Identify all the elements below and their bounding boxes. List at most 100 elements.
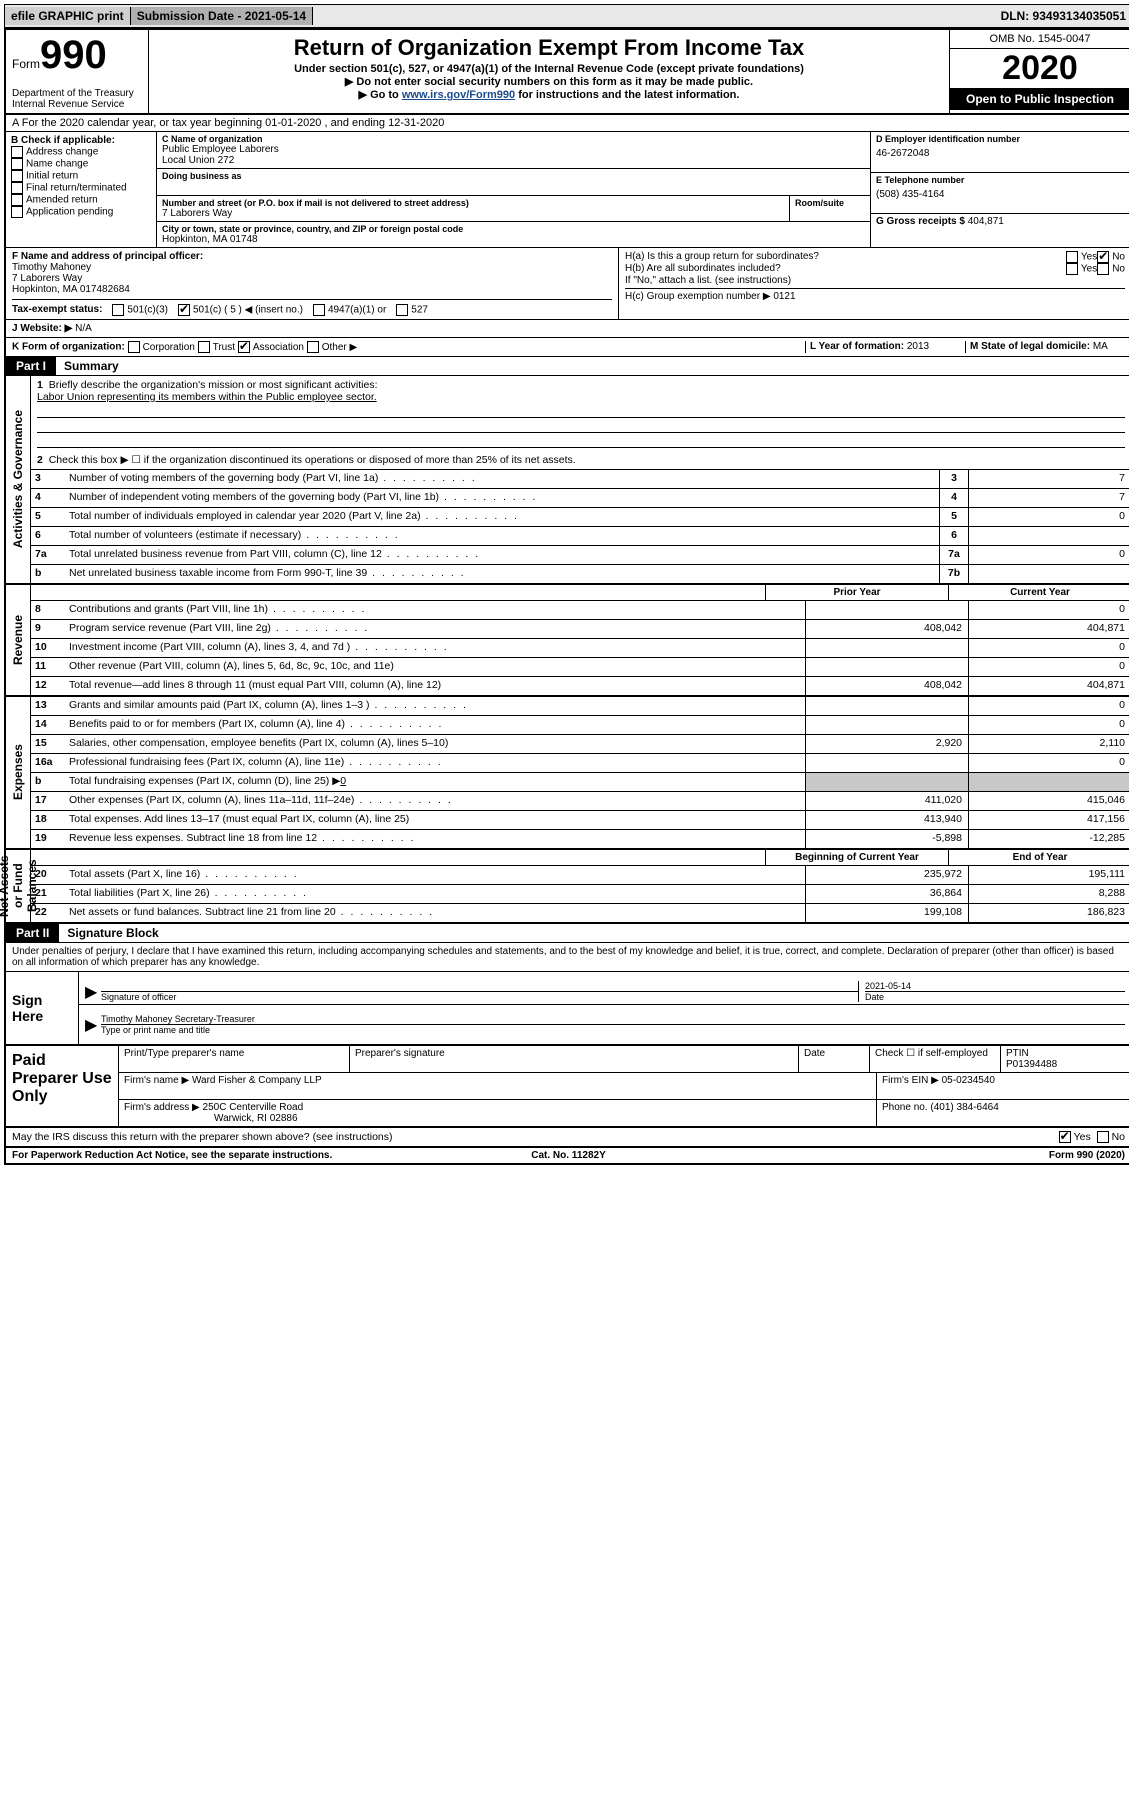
ptin: P01394488 bbox=[1006, 1059, 1126, 1070]
discuss-row: May the IRS discuss this return with the… bbox=[6, 1128, 1129, 1148]
sign-date: 2021-05-14 bbox=[865, 981, 1125, 991]
dba bbox=[162, 181, 865, 193]
page-title: Return of Organization Exempt From Incom… bbox=[155, 35, 943, 61]
part-2-header: Part II Signature Block bbox=[6, 924, 1129, 943]
val-9p: 408,042 bbox=[805, 620, 968, 638]
chk-discuss-no[interactable]: No bbox=[1097, 1131, 1125, 1143]
section-revenue: Revenue Prior YearCurrent Year 8Contribu… bbox=[6, 585, 1129, 697]
dln: DLN: 93493134035051 bbox=[1001, 9, 1129, 23]
val-16ac: 0 bbox=[968, 754, 1129, 772]
arrow-icon: ▶ bbox=[85, 982, 101, 1002]
open-to-public: Open to Public Inspection bbox=[950, 88, 1129, 110]
state-domicile: MA bbox=[1093, 341, 1108, 352]
street-address: 7 Laborers Way bbox=[162, 208, 784, 219]
box-h: H(a) Is this a group return for subordin… bbox=[619, 248, 1129, 319]
city-state-zip: Hopkinton, MA 01748 bbox=[162, 234, 865, 245]
tax-year: 2020 bbox=[950, 49, 1129, 88]
chk-assoc[interactable]: Association bbox=[238, 342, 304, 353]
officer-name: Timothy Mahoney bbox=[12, 262, 612, 273]
val-17p: 411,020 bbox=[805, 792, 968, 810]
efile-label[interactable]: efile GRAPHIC print bbox=[5, 7, 131, 25]
firm-phone: (401) 384-6464 bbox=[930, 1102, 998, 1113]
ein: 46-2672048 bbox=[876, 144, 1126, 159]
mission: Labor Union representing its members wit… bbox=[37, 391, 377, 403]
side-label-net-assets: Net Assets or Fund Balances bbox=[0, 850, 41, 922]
val-4: 7 bbox=[968, 489, 1129, 507]
chk-527[interactable]: 527 bbox=[396, 304, 428, 316]
box-f: F Name and address of principal officer:… bbox=[6, 248, 619, 319]
val-7b bbox=[968, 565, 1129, 583]
row-a: A For the 2020 calendar year, or tax yea… bbox=[6, 115, 1129, 132]
chk-amended[interactable]: Amended return bbox=[11, 194, 151, 206]
chk-501c3[interactable]: 501(c)(3) bbox=[112, 304, 168, 316]
subtitle-2: ▶ Do not enter social security numbers o… bbox=[155, 75, 943, 88]
val-12c: 404,871 bbox=[968, 677, 1129, 695]
row-j: J Website: ▶ N/A bbox=[6, 320, 1129, 338]
val-15p: 2,920 bbox=[805, 735, 968, 753]
val-10c: 0 bbox=[968, 639, 1129, 657]
chk-hb-yes[interactable]: Yes bbox=[1066, 263, 1097, 275]
box-de: D Employer identification number 46-2672… bbox=[871, 132, 1129, 247]
block-bc: B Check if applicable: Address change Na… bbox=[6, 132, 1129, 248]
val-9c: 404,871 bbox=[968, 620, 1129, 638]
chk-name-change[interactable]: Name change bbox=[11, 158, 151, 170]
box-c: C Name of organization Public Employee L… bbox=[157, 132, 871, 247]
val-6 bbox=[968, 527, 1129, 545]
header: Form 990 Department of the Treasury Inte… bbox=[6, 30, 1129, 115]
omb-number: OMB No. 1545-0047 bbox=[950, 30, 1129, 49]
row-fh: F Name and address of principal officer:… bbox=[6, 248, 1129, 320]
form-number: Form 990 bbox=[12, 33, 142, 78]
chk-trust[interactable]: Trust bbox=[198, 342, 235, 353]
firm-address: 250C Centerville Road bbox=[203, 1102, 304, 1113]
chk-ha-yes[interactable]: Yes bbox=[1066, 251, 1097, 263]
firm-ein: 05-0234540 bbox=[942, 1075, 995, 1086]
val-20p: 235,972 bbox=[805, 866, 968, 884]
val-18c: 417,156 bbox=[968, 811, 1129, 829]
val-19c: -12,285 bbox=[968, 830, 1129, 848]
val-19p: -5,898 bbox=[805, 830, 968, 848]
chk-hb-no[interactable]: No bbox=[1097, 263, 1125, 275]
dept: Department of the Treasury Internal Reve… bbox=[12, 88, 142, 110]
box-b: B Check if applicable: Address change Na… bbox=[6, 132, 157, 247]
penalty-text: Under penalties of perjury, I declare th… bbox=[6, 943, 1129, 972]
year-formation: 2013 bbox=[907, 341, 929, 352]
group-exemption: 0121 bbox=[773, 291, 795, 302]
arrow-icon: ▶ bbox=[85, 1015, 101, 1035]
val-21p: 36,864 bbox=[805, 885, 968, 903]
val-18p: 413,940 bbox=[805, 811, 968, 829]
chk-4947[interactable]: 4947(a)(1) or bbox=[313, 304, 386, 316]
chk-501c[interactable]: 501(c) ( 5 ) ◀ (insert no.) bbox=[178, 304, 303, 316]
chk-initial-return[interactable]: Initial return bbox=[11, 170, 151, 182]
title-cell: Return of Organization Exempt From Incom… bbox=[149, 30, 950, 113]
chk-application[interactable]: Application pending bbox=[11, 206, 151, 218]
val-15c: 2,110 bbox=[968, 735, 1129, 753]
chk-address-change[interactable]: Address change bbox=[11, 146, 151, 158]
chk-final-return[interactable]: Final return/terminated bbox=[11, 182, 151, 194]
val-21c: 8,288 bbox=[968, 885, 1129, 903]
part-1-header: Part I Summary bbox=[6, 357, 1129, 376]
subtitle-1: Under section 501(c), 527, or 4947(a)(1)… bbox=[155, 63, 943, 75]
paid-preparer: Paid Preparer Use Only Print/Type prepar… bbox=[6, 1046, 1129, 1128]
chk-discuss-yes[interactable]: Yes bbox=[1059, 1131, 1091, 1143]
sign-here: Sign Here ▶ Signature of officer 2021-05… bbox=[6, 972, 1129, 1046]
val-22c: 186,823 bbox=[968, 904, 1129, 922]
instructions-link[interactable]: www.irs.gov/Form990 bbox=[402, 89, 515, 101]
officer-print-name: Timothy Mahoney Secretary-Treasurer bbox=[101, 1014, 1125, 1024]
section-expenses: Expenses 13Grants and similar amounts pa… bbox=[6, 697, 1129, 850]
val-12p: 408,042 bbox=[805, 677, 968, 695]
chk-corp[interactable]: Corporation bbox=[128, 342, 195, 353]
box-i: Tax-exempt status: 501(c)(3) 501(c) ( 5 … bbox=[12, 299, 612, 316]
val-20c: 195,111 bbox=[968, 866, 1129, 884]
chk-ha-no[interactable]: No bbox=[1097, 251, 1125, 263]
row-k: K Form of organization: Corporation Trus… bbox=[6, 338, 1129, 357]
val-5: 0 bbox=[968, 508, 1129, 526]
section-governance: Activities & Governance 1 Briefly descri… bbox=[6, 376, 1129, 585]
firm-name: Ward Fisher & Company LLP bbox=[192, 1075, 322, 1086]
form-990: Form 990 Department of the Treasury Inte… bbox=[4, 28, 1129, 1165]
chk-other[interactable]: Other ▶ bbox=[307, 342, 357, 353]
topbar: efile GRAPHIC print Submission Date - 20… bbox=[4, 4, 1129, 28]
val-17c: 415,046 bbox=[968, 792, 1129, 810]
gross-receipts: 404,871 bbox=[968, 216, 1004, 227]
org-name: Public Employee Laborers Local Union 272 bbox=[162, 144, 865, 166]
side-label-governance: Activities & Governance bbox=[9, 406, 27, 552]
